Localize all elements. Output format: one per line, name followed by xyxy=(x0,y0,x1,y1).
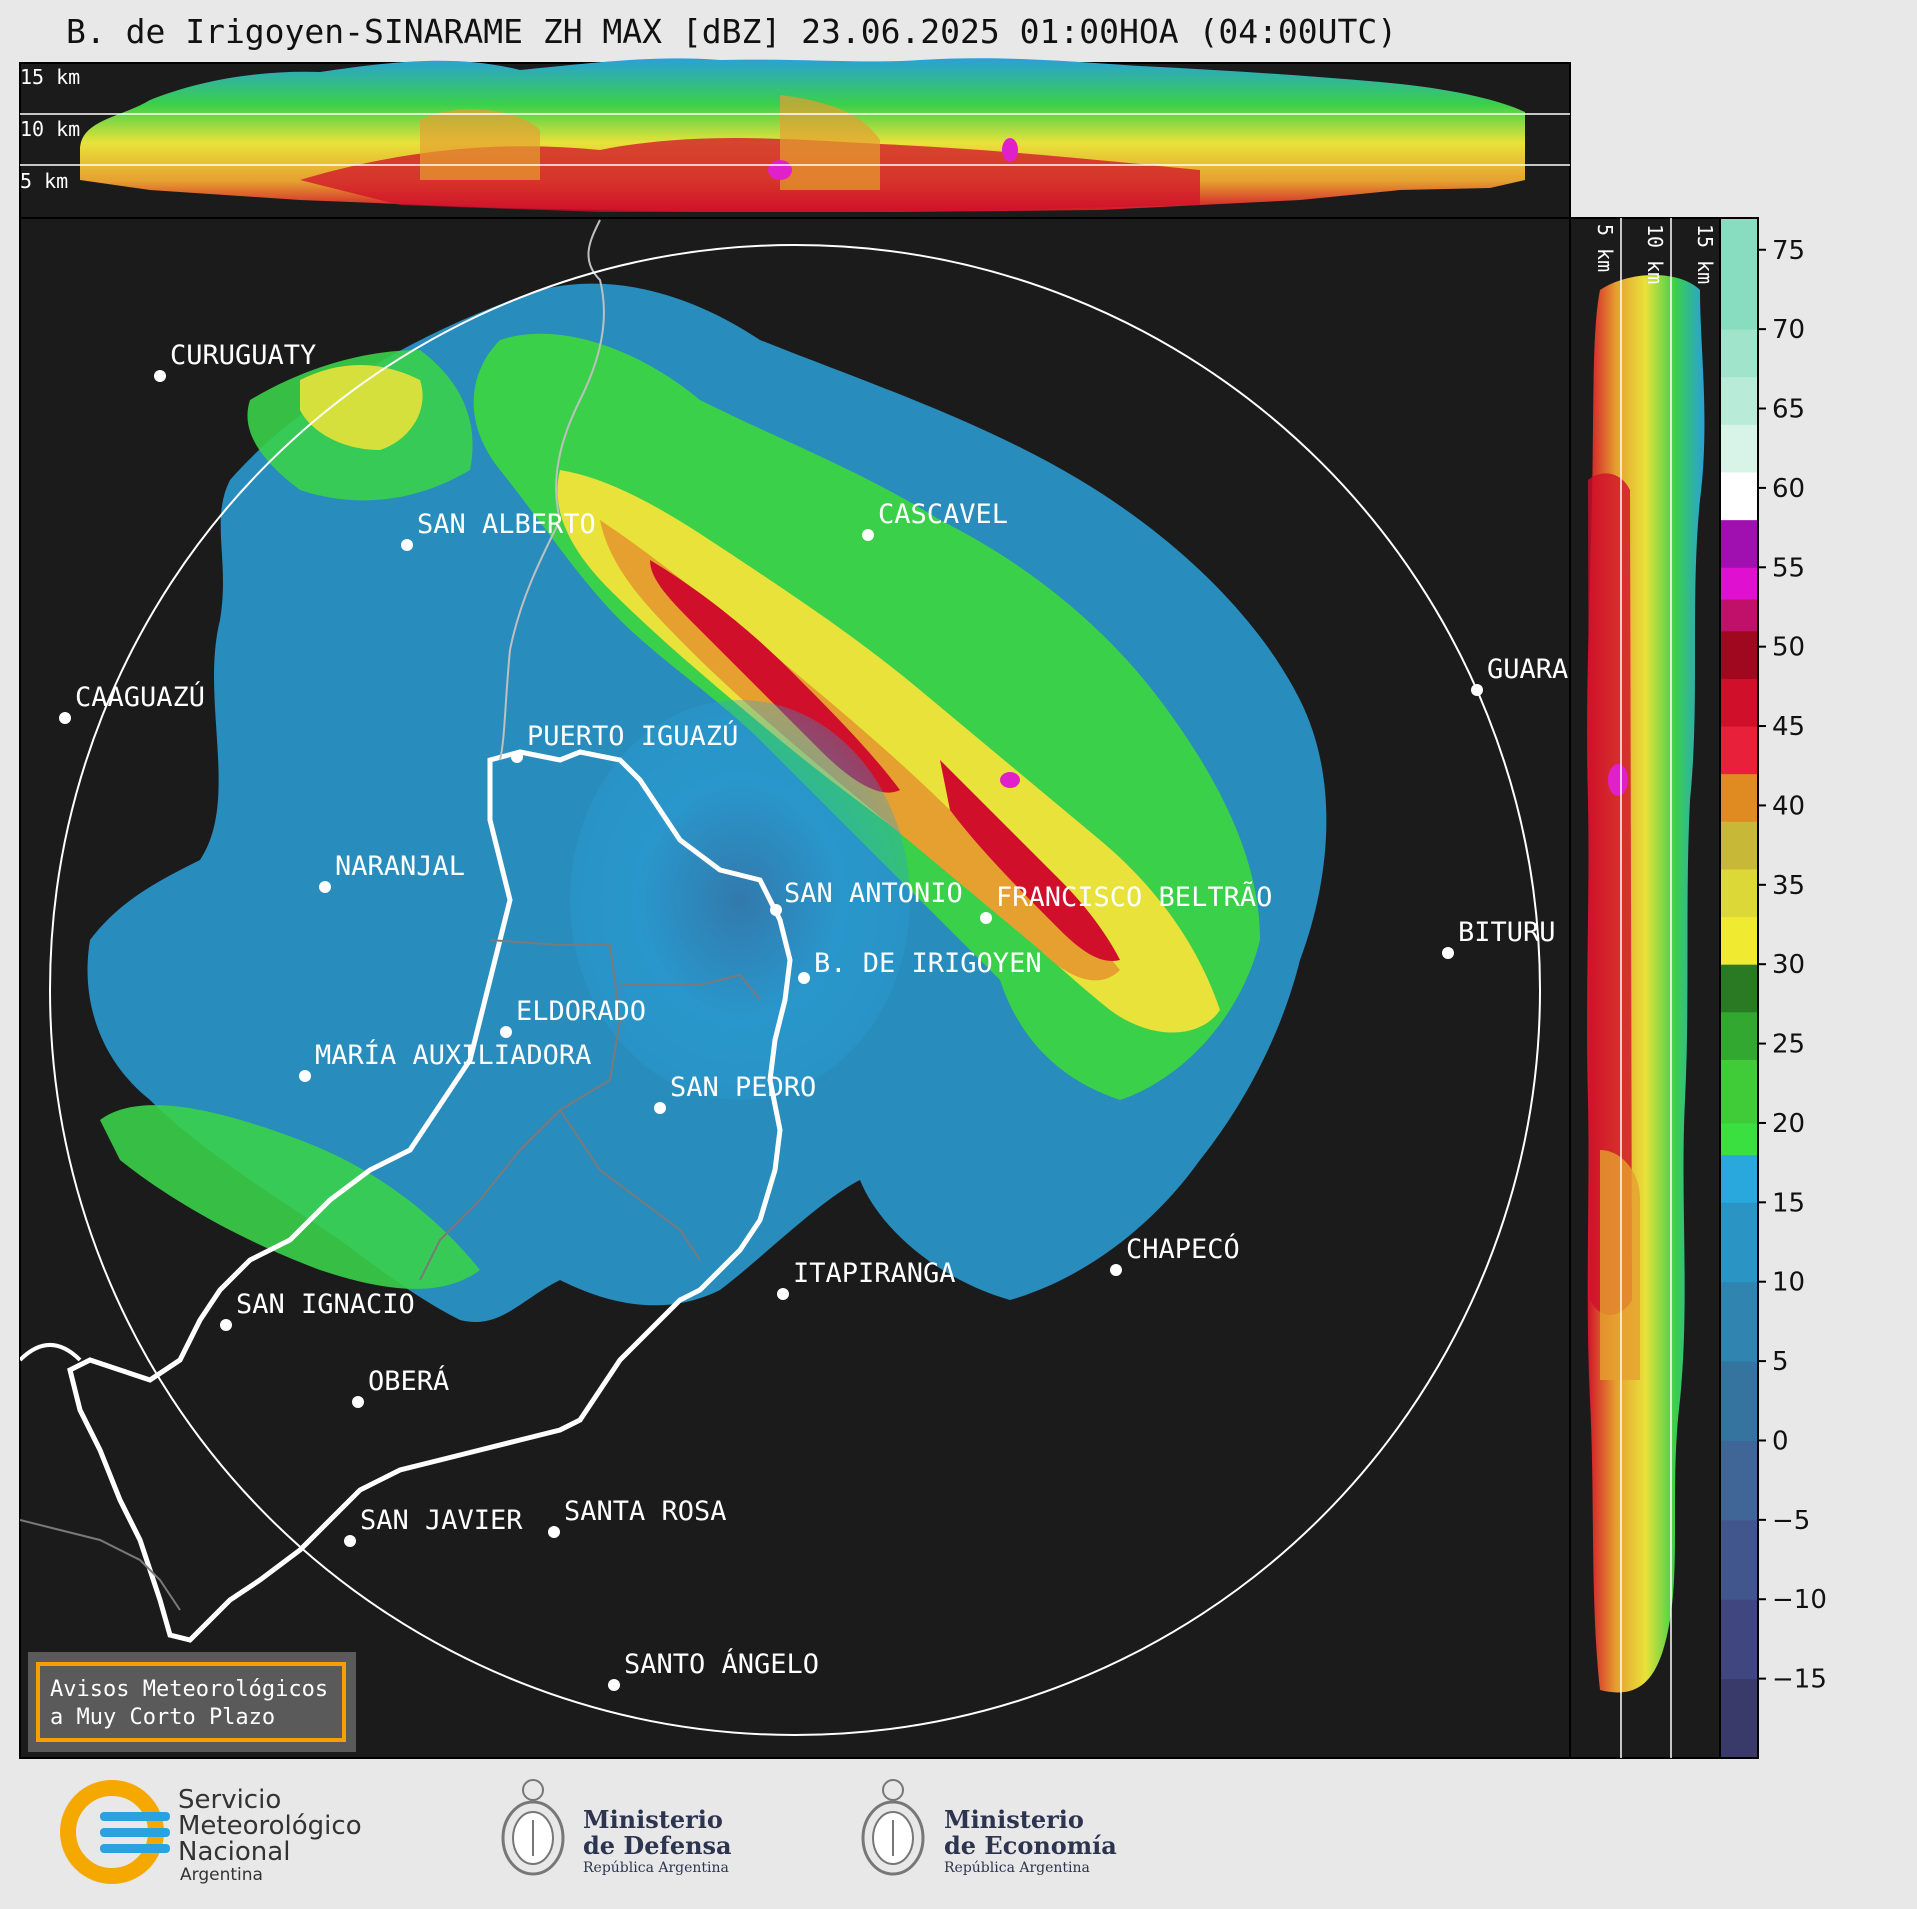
smn-line4: Argentina xyxy=(180,1865,263,1885)
city-label-naranjal: NARANJAL xyxy=(335,851,465,882)
side-cross-section: 5 km 10 km 15 km xyxy=(1569,217,1721,1759)
side-label-10km: 10 km xyxy=(1643,224,1667,284)
city-label-santo-angelo: SANTO ÁNGELO xyxy=(624,1648,819,1680)
colorbar-tick-label: −10 xyxy=(1772,1585,1827,1615)
economia-line1: Ministerio xyxy=(944,1805,1084,1834)
city-label-chapeco: CHAPECÓ xyxy=(1126,1233,1240,1265)
city-label-eldorado: ELDORADO xyxy=(516,996,646,1027)
colorbar-band xyxy=(1720,1202,1758,1283)
colorbar-tick-label: 40 xyxy=(1772,791,1805,821)
colorbar-tick-label: 50 xyxy=(1772,633,1805,663)
city-label-bituru: BITURU xyxy=(1458,917,1556,948)
side-label-5km: 5 km xyxy=(1593,224,1617,272)
logo-smn: Servicio Meteorológico Nacional Argentin… xyxy=(60,1780,362,1885)
colorbar-band xyxy=(1720,868,1758,918)
colorbar-tick-label: 30 xyxy=(1772,950,1805,980)
colorbar-tick-label: 65 xyxy=(1772,395,1805,425)
logo-ministerio-defensa: Ministerio de Defensa República Argentin… xyxy=(501,1779,732,1876)
colorbar-band xyxy=(1720,726,1758,775)
colorbar-band xyxy=(1720,1440,1758,1521)
logo-ministerio-economia: Ministerio de Economía República Argenti… xyxy=(861,1779,1117,1876)
city-label-francisco-beltrao: FRANCISCO BELTRÃO xyxy=(996,881,1272,913)
city-label-puerto-iguazu: PUERTO IGUAZÚ xyxy=(527,720,738,752)
smn-line2: Meteorológico xyxy=(178,1811,362,1841)
colorbar-band xyxy=(1720,1059,1758,1124)
colorbar-tick-label: −5 xyxy=(1772,1506,1810,1536)
colorbar-band xyxy=(1720,424,1758,473)
colorbar-tick-label: 5 xyxy=(1772,1347,1789,1377)
notice-line1: Avisos Meteorológicos xyxy=(50,1677,328,1702)
colorbar-band xyxy=(1720,1011,1758,1060)
colorbar-band xyxy=(1720,218,1758,330)
smn-line3: Nacional xyxy=(178,1837,290,1867)
colorbar-band xyxy=(1720,773,1758,822)
economia-line3: República Argentina xyxy=(944,1860,1090,1876)
top-label-5km: 5 km xyxy=(20,169,68,193)
colorbar-tick-label: 60 xyxy=(1772,474,1805,504)
colorbar-tick-label: 55 xyxy=(1772,553,1805,583)
colorbar-tick-label: 75 xyxy=(1772,236,1805,266)
city-label-maria-auxiliadora: MARÍA AUXILIADORA xyxy=(315,1039,591,1071)
colorbar-band xyxy=(1720,916,1758,965)
city-label-obera: OBERÁ xyxy=(368,1365,449,1397)
city-label-san-antonio: SAN ANTONIO xyxy=(784,878,963,909)
colorbar-bands xyxy=(1720,218,1758,1759)
colorbar-band xyxy=(1720,1154,1758,1203)
colorbar-band xyxy=(1720,1678,1758,1759)
colorbar-tick-label: 0 xyxy=(1772,1426,1789,1456)
colorbar-band xyxy=(1720,630,1758,679)
colorbar-tick-label: 20 xyxy=(1772,1109,1805,1139)
colorbar-band xyxy=(1720,964,1758,1013)
colorbar-tick-label: 15 xyxy=(1772,1188,1805,1218)
colorbar-band xyxy=(1720,678,1758,727)
colorbar-band xyxy=(1720,376,1758,425)
colorbar-band xyxy=(1720,1599,1758,1680)
map-title: B. de Irigoyen-SINARAME ZH MAX [dBZ] 23.… xyxy=(66,12,1398,51)
colorbar-band xyxy=(1720,1281,1758,1362)
city-label-san-javier: SAN JAVIER xyxy=(360,1505,523,1536)
city-label-santa-rosa: SANTA ROSA xyxy=(564,1496,727,1527)
colorbar-band xyxy=(1720,599,1758,632)
defensa-line2: de Defensa xyxy=(583,1831,732,1860)
defensa-line3: República Argentina xyxy=(583,1860,729,1876)
side-label-15km: 15 km xyxy=(1693,224,1717,284)
city-label-san-ignacio: SAN IGNACIO xyxy=(236,1289,415,1320)
colorbar-band xyxy=(1720,1122,1758,1156)
colorbar-band xyxy=(1720,821,1758,870)
colorbar-band xyxy=(1720,472,1758,521)
city-label-caaguazu: CAAGUAZÚ xyxy=(75,681,205,713)
economia-line2: de Economía xyxy=(944,1831,1117,1860)
smn-line1: Servicio xyxy=(178,1785,281,1815)
colorbar-tick-label: 70 xyxy=(1772,315,1805,345)
colorbar-band xyxy=(1720,567,1758,600)
colorbar-tick-label: −15 xyxy=(1772,1665,1827,1695)
colorbar-band xyxy=(1720,519,1758,568)
colorbar-tick-label: 25 xyxy=(1772,1030,1805,1060)
colorbar-tick-label: 10 xyxy=(1772,1268,1805,1298)
radar-map: CURUGUATY SAN ALBERTO CASCAVEL CAAGUAZÚ … xyxy=(19,217,1571,1759)
top-cross-section: 15 km 10 km 5 km xyxy=(19,58,1571,219)
colorbar-band xyxy=(1720,329,1758,378)
city-label-b-de-irigoyen: B. DE IRIGOYEN xyxy=(814,948,1042,979)
city-label-curuguaty: CURUGUATY xyxy=(170,340,316,371)
top-label-10km: 10 km xyxy=(20,117,80,141)
city-label-san-pedro: SAN PEDRO xyxy=(670,1072,816,1103)
colorbar-band xyxy=(1720,1361,1758,1441)
city-label-san-alberto: SAN ALBERTO xyxy=(417,509,596,540)
city-label-guara: GUARA xyxy=(1487,654,1568,685)
colorbar-tick-label: 35 xyxy=(1772,871,1805,901)
colorbar-band xyxy=(1720,1519,1758,1600)
city-label-itapiranga: ITAPIRANGA xyxy=(793,1258,956,1289)
defensa-line1: Ministerio xyxy=(583,1805,723,1834)
notice-line2: a Muy Corto Plazo xyxy=(50,1705,275,1730)
top-label-15km: 15 km xyxy=(20,65,80,89)
notice-box: Avisos Meteorológicos a Muy Corto Plazo xyxy=(28,1652,356,1752)
city-label-cascavel: CASCAVEL xyxy=(878,499,1008,530)
colorbar-tick-label: 45 xyxy=(1772,712,1805,742)
